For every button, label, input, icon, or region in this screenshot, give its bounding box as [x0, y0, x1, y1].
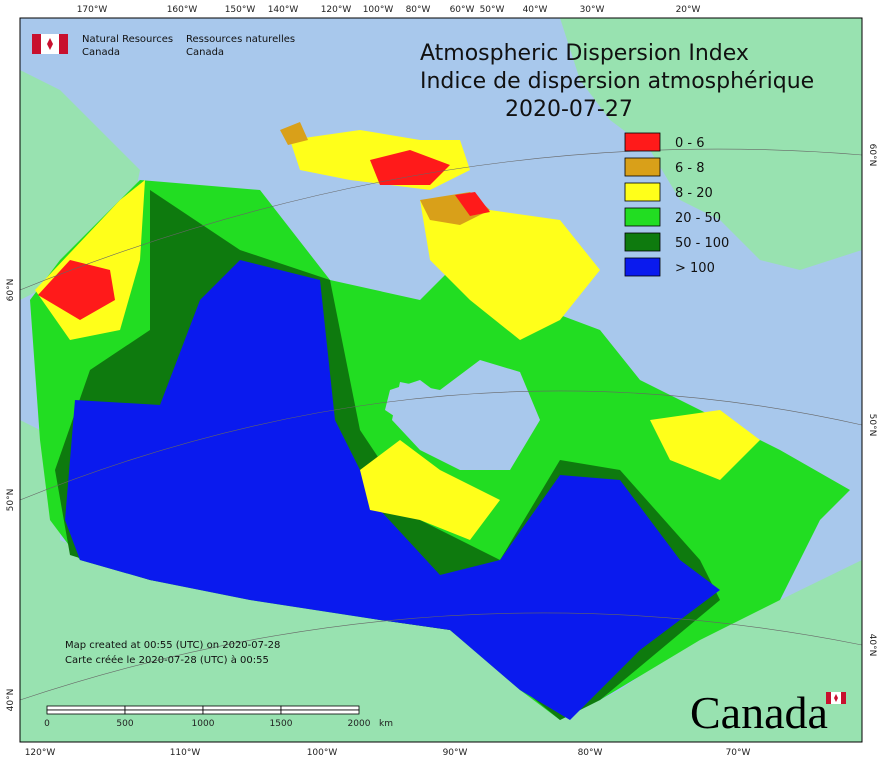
logo-en: Canada — [82, 47, 120, 58]
zone-red-arctic — [370, 150, 450, 185]
legend: 0 - 6 6 - 8 8 - 20 20 - 50 50 - 100 > 100 — [624, 132, 729, 277]
title-fr: Indice de dispersion atmosphérique — [420, 69, 814, 94]
logo-fr: Ressources naturelles — [186, 34, 295, 45]
scale-segment — [202, 705, 282, 711]
zone-red-arctic-2 — [455, 192, 490, 216]
zone-blue — [65, 260, 720, 720]
legend-swatch — [624, 132, 661, 152]
zone-yellow-hudson — [360, 440, 500, 540]
lon-label: 60°W — [450, 5, 475, 15]
lat-label: 60°N — [867, 144, 877, 167]
parallel — [19, 390, 863, 501]
wordmark-flag — [826, 692, 846, 704]
lon-label: 80°W — [406, 5, 431, 15]
flag-bar — [826, 692, 831, 704]
legend-swatch — [624, 157, 661, 177]
zone-red-west — [38, 260, 115, 320]
lon-label: 80°W — [578, 748, 603, 758]
lat-label: 40°N — [867, 634, 877, 657]
parallel — [19, 148, 863, 291]
lat-label: 60°N — [6, 279, 16, 302]
lon-label: 90°W — [443, 748, 468, 758]
flag-bar — [841, 692, 846, 704]
legend-swatch — [624, 232, 661, 252]
scale-label: 0 — [44, 719, 50, 729]
footer-en: Map created at 00:55 (UTC) on 2020-07-28 — [65, 640, 280, 651]
scale-segment — [46, 709, 126, 715]
lon-label: 70°W — [726, 748, 751, 758]
lon-label: 170°W — [77, 5, 108, 15]
header-logo: Natural Resources Canada Ressources natu… — [32, 34, 295, 58]
lon-label: 30°W — [580, 5, 605, 15]
scale-bar: 0 500 1000 1500 2000 km — [44, 705, 393, 729]
lon-label: 100°W — [363, 5, 394, 15]
flag-leaf — [47, 38, 53, 50]
scale-unit: km — [379, 719, 393, 729]
lon-label: 100°W — [307, 748, 338, 758]
scale-segment — [124, 709, 204, 715]
canada-dispersion — [30, 122, 850, 720]
legend-label: 0 - 6 — [675, 136, 705, 151]
scale-segment — [280, 705, 360, 711]
lat-label: 50°N — [6, 489, 16, 512]
legend-swatch — [624, 257, 661, 277]
legend-swatch — [624, 182, 661, 202]
legend-label: 20 - 50 — [675, 211, 721, 226]
greenland — [560, 18, 862, 270]
lon-label: 20°W — [676, 5, 701, 15]
lon-label: 50°W — [480, 5, 505, 15]
scale-segment — [46, 705, 126, 711]
lon-label: 150°W — [225, 5, 256, 15]
parallel — [19, 612, 863, 701]
logo-fr: Canada — [186, 47, 224, 58]
date: 2020-07-27 — [505, 97, 633, 122]
scale-segment — [124, 705, 204, 711]
alaska — [20, 70, 140, 300]
scale-label: 2000 — [348, 719, 371, 729]
legend-label: > 100 — [675, 261, 715, 276]
flag-bar — [32, 34, 41, 54]
logo-en: Natural Resources — [82, 34, 173, 45]
lat-label: 50°N — [867, 414, 877, 437]
lon-label: 120°W — [321, 5, 352, 15]
graticule-labels: 170°W 160°W 150°W 140°W 120°W 100°W 80°W 60°W 50… — [6, 5, 877, 758]
lon-label: 110°W — [170, 748, 201, 758]
scale-label: 1000 — [192, 719, 215, 729]
map-border — [19, 17, 863, 743]
hudson-bay-main — [392, 360, 540, 470]
wordmark: Canada — [690, 687, 828, 738]
flag-bar — [59, 34, 68, 54]
graticule — [19, 148, 863, 701]
legend-label: 8 - 20 — [675, 186, 713, 201]
zone-yellow-labrador — [650, 410, 760, 480]
legend-label: 50 - 100 — [675, 236, 729, 251]
zone-yellow-east — [420, 200, 600, 340]
flag-leaf — [834, 694, 838, 702]
lon-label: 140°W — [268, 5, 299, 15]
lon-label: 160°W — [167, 5, 198, 15]
scale-label: 1500 — [270, 719, 293, 729]
lon-label: 120°W — [25, 748, 56, 758]
lon-label: 40°W — [523, 5, 548, 15]
zone-orange-arctic-2 — [280, 122, 308, 145]
legend-swatch — [624, 207, 661, 227]
footer-fr: Carte créée le 2020-07-28 (UTC) à 00:55 — [65, 654, 269, 666]
scale-segment — [280, 709, 360, 715]
united-states — [20, 420, 862, 742]
lat-label: 40°N — [6, 689, 16, 712]
scale-segment — [202, 709, 282, 715]
legend-label: 6 - 8 — [675, 161, 705, 176]
title-en: Atmospheric Dispersion Index — [420, 41, 749, 66]
scale-label: 500 — [116, 719, 133, 729]
land — [20, 18, 862, 742]
